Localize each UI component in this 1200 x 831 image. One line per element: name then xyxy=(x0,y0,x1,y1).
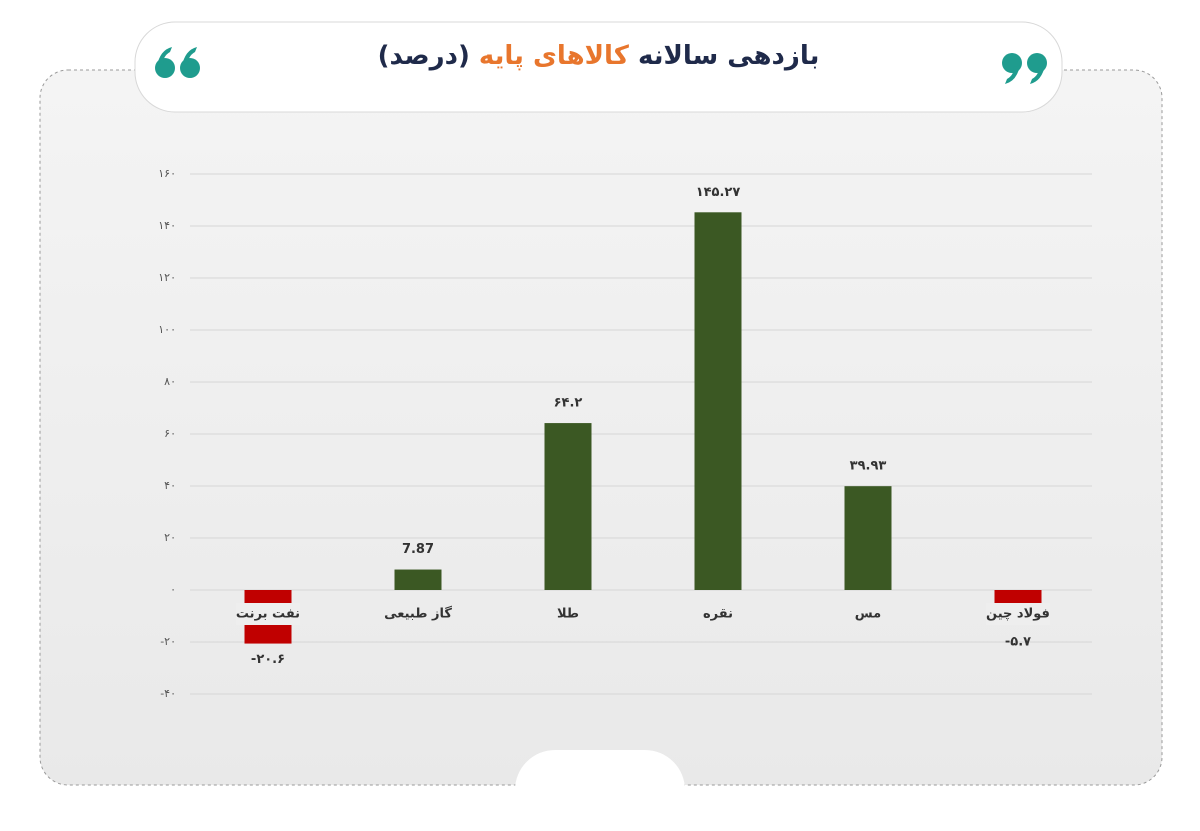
y-tick-label: ۱۲۰ xyxy=(158,271,176,284)
y-tick-label: ۰ xyxy=(170,583,176,596)
bar xyxy=(544,423,592,590)
title-box xyxy=(134,21,1063,113)
y-tick-label: -۴۰ xyxy=(160,687,176,700)
bar xyxy=(994,590,1042,605)
y-tick-label: ۲۰ xyxy=(164,531,176,544)
value-label: 7.87 xyxy=(402,542,434,557)
x-tick-label: طلا xyxy=(557,607,579,622)
quote-left xyxy=(155,47,200,78)
y-tick-label: -۲۰ xyxy=(160,635,176,648)
y-tick-label: ۱۰۰ xyxy=(158,323,176,336)
title-highlight: کالاهای پایه xyxy=(478,41,629,71)
bar xyxy=(394,569,442,590)
x-tick-label: فولاد چین xyxy=(986,607,1050,622)
chart-title: بازدهی سالانه کالاهای پایه (درصد) xyxy=(135,22,1062,90)
value-label: ۳۹.۹۳ xyxy=(850,459,887,474)
x-tick-label: نقره xyxy=(703,607,733,622)
label-backdrop xyxy=(236,603,300,625)
quote-right xyxy=(1002,53,1047,84)
title-suffix: (درصد) xyxy=(377,41,470,71)
value-label: -۲۰.۶ xyxy=(251,652,285,667)
x-tick-label: مس xyxy=(855,607,881,622)
y-tick-label: ۶۰ xyxy=(164,427,176,440)
x-tick-label: گاز طبیعی xyxy=(384,606,452,622)
value-label: ۱۴۵.۲۷ xyxy=(696,185,741,200)
y-tick-label: ۱۴۰ xyxy=(158,219,176,232)
title-main: بازدهی سالانه xyxy=(637,41,820,71)
label-backdrop xyxy=(986,603,1050,625)
y-tick-label: ۴۰ xyxy=(164,479,176,492)
bottom-tab xyxy=(515,750,685,831)
bar xyxy=(844,486,892,590)
bar xyxy=(694,212,742,590)
card xyxy=(39,69,1163,786)
y-tick-label: ۱۶۰ xyxy=(158,167,176,180)
value-label: ۶۴.۲ xyxy=(554,396,583,411)
value-label: -۵.۷ xyxy=(1005,635,1031,650)
x-tick-label: نفت برنت xyxy=(236,607,300,622)
y-tick-label: ۸۰ xyxy=(164,375,176,388)
